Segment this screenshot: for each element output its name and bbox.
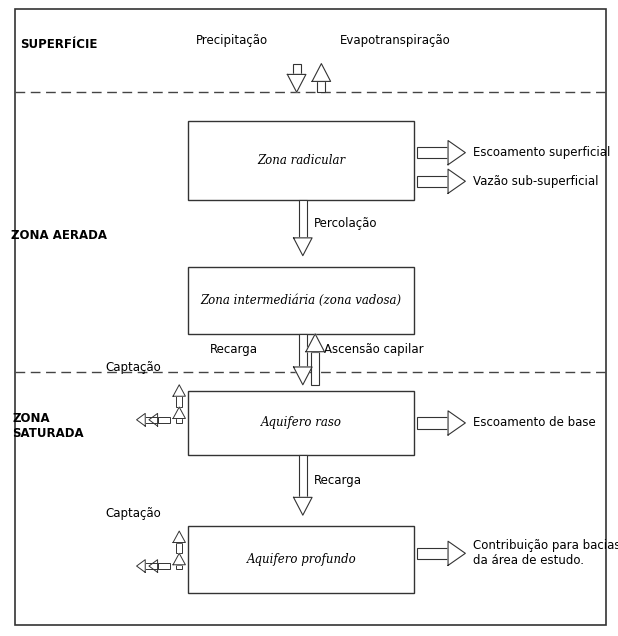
Bar bbox=[417, 417, 448, 429]
Bar bbox=[158, 563, 170, 569]
Bar bbox=[311, 352, 320, 385]
Polygon shape bbox=[173, 531, 185, 543]
Bar bbox=[417, 548, 448, 559]
Text: Percolação: Percolação bbox=[314, 218, 378, 230]
Polygon shape bbox=[149, 560, 158, 572]
Bar bbox=[177, 396, 182, 407]
Text: Vazão sub-superficial: Vazão sub-superficial bbox=[473, 175, 598, 188]
Bar bbox=[188, 121, 414, 200]
Text: Aquifero raso: Aquifero raso bbox=[261, 417, 342, 429]
Bar bbox=[177, 565, 182, 569]
Text: ZONA AERADA: ZONA AERADA bbox=[11, 229, 107, 242]
Polygon shape bbox=[448, 141, 465, 165]
Text: ZONA
SATURADA: ZONA SATURADA bbox=[12, 412, 84, 440]
Bar bbox=[177, 543, 182, 553]
Polygon shape bbox=[294, 238, 312, 256]
Bar bbox=[145, 563, 158, 569]
Bar bbox=[417, 147, 448, 158]
Text: Ascensão capilar: Ascensão capilar bbox=[324, 343, 424, 356]
Text: SUPERFÍCIE: SUPERFÍCIE bbox=[20, 38, 98, 51]
Polygon shape bbox=[137, 413, 145, 426]
Text: Contribuição para bacias fora
da área de estudo.: Contribuição para bacias fora da área de… bbox=[473, 539, 618, 567]
Polygon shape bbox=[312, 64, 331, 81]
Polygon shape bbox=[173, 407, 185, 418]
Text: Zona radicular: Zona radicular bbox=[257, 154, 345, 167]
Text: Captação: Captação bbox=[105, 508, 161, 520]
Bar bbox=[145, 417, 158, 422]
Polygon shape bbox=[294, 367, 312, 385]
Bar bbox=[299, 200, 307, 238]
Bar bbox=[188, 526, 414, 593]
Polygon shape bbox=[306, 334, 324, 352]
Polygon shape bbox=[448, 541, 465, 565]
Text: Recarga: Recarga bbox=[210, 343, 258, 356]
Polygon shape bbox=[173, 553, 185, 565]
Polygon shape bbox=[294, 497, 312, 515]
Text: Evapotranspiração: Evapotranspiração bbox=[340, 34, 451, 46]
Text: Captação: Captação bbox=[105, 361, 161, 374]
Bar bbox=[417, 176, 448, 187]
Text: Recarga: Recarga bbox=[314, 474, 362, 487]
Text: Escoamento de base: Escoamento de base bbox=[473, 417, 596, 429]
Polygon shape bbox=[149, 413, 158, 426]
Text: Escoamento superficial: Escoamento superficial bbox=[473, 146, 610, 159]
Bar bbox=[188, 267, 414, 334]
Bar bbox=[318, 81, 326, 92]
Polygon shape bbox=[448, 169, 465, 193]
Bar bbox=[158, 417, 170, 422]
Bar bbox=[293, 64, 300, 74]
Polygon shape bbox=[287, 74, 306, 92]
Text: Aquifero profundo: Aquifero profundo bbox=[247, 553, 356, 566]
Text: Precipitação: Precipitação bbox=[196, 34, 268, 46]
Polygon shape bbox=[173, 385, 185, 396]
Bar bbox=[299, 334, 307, 367]
Polygon shape bbox=[137, 560, 145, 572]
Text: Zona intermediária (zona vadosa): Zona intermediária (zona vadosa) bbox=[201, 294, 402, 307]
Bar bbox=[299, 455, 307, 497]
Polygon shape bbox=[448, 411, 465, 435]
Bar bbox=[188, 391, 414, 455]
Bar bbox=[177, 418, 182, 423]
